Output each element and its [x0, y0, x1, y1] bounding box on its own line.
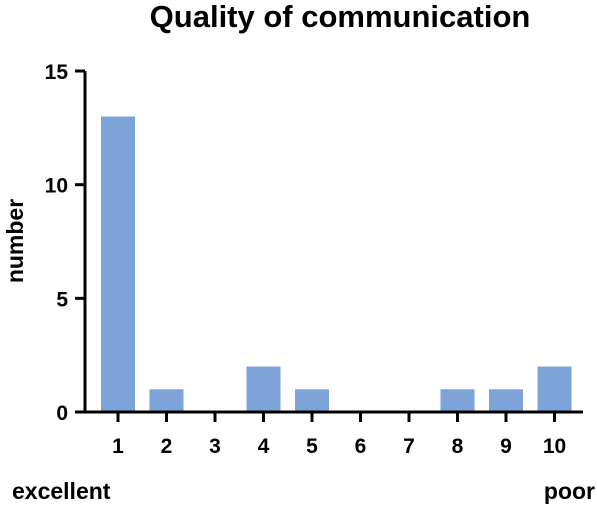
x-tick-label: 7	[403, 435, 415, 458]
y-tick-label: 10	[45, 175, 68, 198]
x-tick-label: 2	[161, 435, 173, 458]
y-ticks-group: 0 5 10 15	[45, 61, 85, 425]
x-tick-label: 3	[209, 435, 221, 458]
y-tick-label: 15	[45, 61, 69, 84]
bar-10	[537, 366, 572, 412]
x-tick-label: 6	[355, 435, 367, 458]
bar-5	[295, 389, 329, 412]
bar-4	[246, 366, 281, 412]
bar-9	[489, 389, 523, 412]
x-tick-label: 4	[258, 435, 270, 458]
x-right-end-label: poor	[544, 478, 595, 504]
x-ticks-group: 1 2 3 4 5 6 7 8 9 10	[112, 412, 566, 458]
bar-1	[101, 116, 135, 412]
x-tick-label: 10	[543, 435, 566, 458]
y-tick-label: 0	[56, 402, 68, 425]
y-tick-label: 5	[56, 288, 68, 311]
x-tick-label: 9	[500, 435, 512, 458]
x-tick-label: 8	[452, 435, 464, 458]
bar-2	[149, 389, 184, 412]
y-axis-label: number	[2, 199, 28, 283]
bars-group	[101, 116, 572, 412]
x-left-end-label: excellent	[12, 478, 111, 504]
chart-title: Quality of communication	[150, 0, 531, 34]
bar-8	[440, 389, 475, 412]
x-tick-label: 5	[306, 435, 318, 458]
x-tick-label: 1	[112, 435, 124, 458]
